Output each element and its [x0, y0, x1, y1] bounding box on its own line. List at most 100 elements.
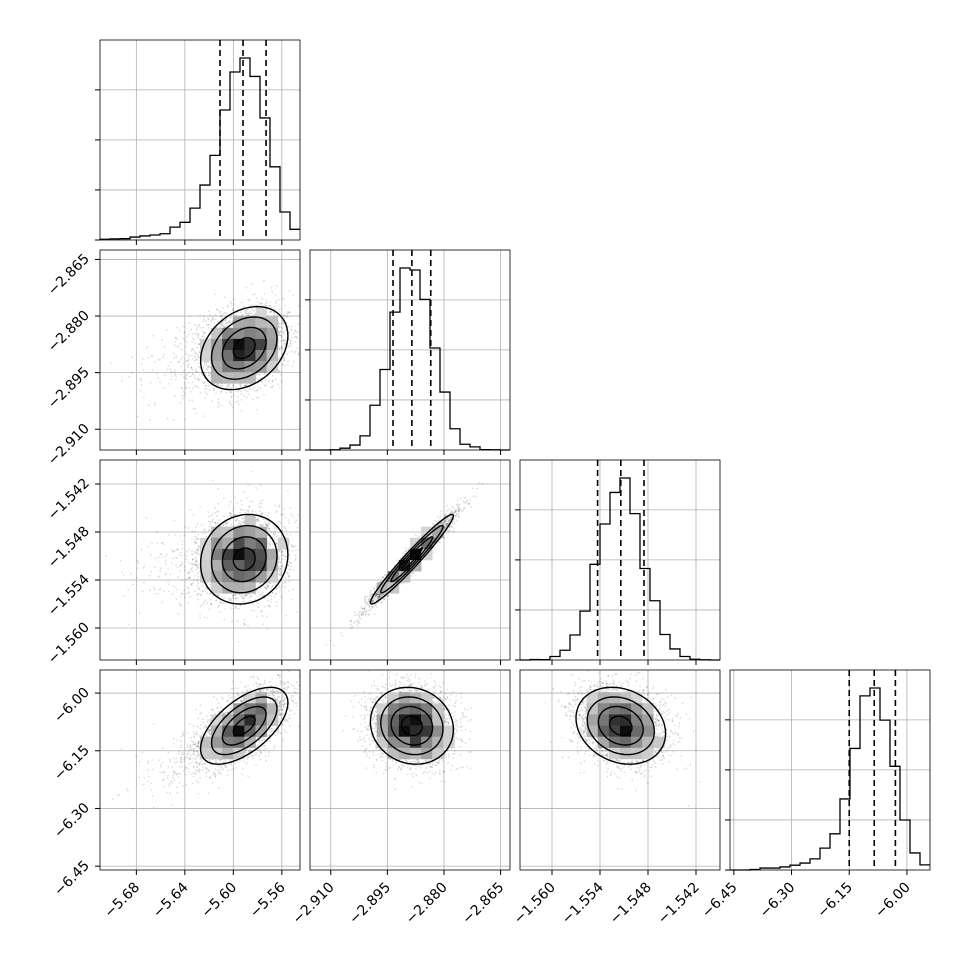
scatter-point [281, 327, 284, 330]
scatter-point [242, 597, 245, 600]
scatter-point [180, 365, 183, 367]
scatter-point [181, 394, 184, 397]
scatter-point [230, 523, 232, 526]
scatter-point [230, 302, 233, 305]
scatter-point [197, 324, 200, 326]
scatter-point [226, 522, 229, 525]
scatter-point [198, 547, 200, 550]
scatter-point [284, 338, 286, 341]
scatter-point [275, 302, 277, 304]
histogram-0 [99, 57, 300, 240]
scatter-point [174, 341, 177, 343]
scatter-point [279, 308, 281, 311]
scatter-point [275, 378, 277, 381]
scatter-point [204, 616, 206, 619]
scatter-point [187, 359, 189, 362]
scatter-point [232, 406, 234, 409]
scatter-point [180, 373, 183, 376]
scatter-point [288, 589, 291, 592]
scatter-point [215, 524, 218, 527]
scatter-point [285, 311, 288, 314]
scatter-point [197, 545, 200, 548]
scatter-point [283, 314, 286, 317]
scatter-point [216, 308, 219, 311]
scatter-point [252, 388, 255, 391]
scatter-point [252, 398, 254, 400]
scatter-point [203, 318, 205, 320]
scatter-point [227, 516, 230, 518]
scatter-point [263, 372, 266, 375]
scatter-point [214, 507, 216, 509]
scatter-point [284, 329, 287, 332]
scatter-point [187, 571, 189, 574]
scatter-point [265, 299, 268, 302]
scatter-point [217, 405, 220, 408]
scatter-point [192, 514, 195, 516]
scatter-point [196, 572, 199, 575]
scatter-point [230, 394, 233, 397]
scatter-point [181, 387, 184, 389]
scatter-point [243, 509, 246, 512]
scatter-point [140, 362, 143, 365]
scatter-point [196, 378, 199, 381]
scatter-point [222, 523, 225, 526]
scatter-point [264, 606, 266, 608]
scatter-point [176, 566, 179, 568]
scatter-point [226, 384, 229, 387]
scatter-point [174, 369, 176, 372]
scatter-point [231, 320, 234, 323]
scatter-point [292, 294, 294, 296]
scatter-point [286, 315, 288, 318]
scatter-point [197, 533, 200, 536]
scatter-point [196, 358, 199, 361]
scatter-point [195, 412, 197, 415]
scatter-point [173, 519, 176, 522]
scatter-point [204, 336, 206, 339]
scatter-point [232, 607, 235, 610]
scatter-point [205, 368, 208, 371]
scatter-point [194, 355, 197, 358]
scatter-point [289, 311, 291, 313]
scatter-point [208, 366, 211, 368]
scatter-point [250, 595, 253, 598]
scatter-point [199, 505, 202, 508]
scatter-point [258, 374, 261, 376]
scatter-point [183, 553, 186, 556]
scatter-point [226, 385, 229, 388]
scatter-point [256, 389, 259, 391]
scatter-point [271, 374, 274, 377]
scatter-point [208, 374, 211, 377]
scatter-point [195, 536, 198, 539]
scatter-point [200, 524, 203, 527]
scatter-point [173, 344, 176, 346]
scatter-point [207, 323, 210, 326]
scatter-point [243, 594, 246, 597]
scatter-point [247, 312, 250, 315]
scatter-point [218, 594, 220, 597]
scatter-point [200, 604, 203, 606]
scatter-point [181, 397, 184, 400]
scatter-point [183, 376, 185, 378]
scatter-point [247, 625, 249, 627]
scatter-point [279, 565, 281, 568]
scatter-point [230, 304, 233, 307]
scatter-point [251, 500, 254, 503]
scatter-point [187, 357, 190, 360]
scatter-point [202, 315, 205, 318]
scatter-point [236, 608, 238, 610]
scatter-point [261, 512, 264, 515]
scatter-point [286, 353, 288, 356]
scatter-point [270, 310, 273, 313]
scatter-point [185, 353, 187, 355]
scatter-point [259, 510, 261, 512]
scatter-point [199, 605, 202, 608]
histogram-3 [730, 687, 930, 871]
scatter-point [190, 350, 193, 352]
scatter-point [187, 355, 190, 358]
scatter-point [152, 369, 154, 371]
scatter-point [150, 554, 153, 557]
scatter-point [207, 318, 210, 320]
scatter-point [190, 366, 193, 369]
scatter-point [202, 584, 204, 587]
scatter-point [281, 336, 284, 338]
